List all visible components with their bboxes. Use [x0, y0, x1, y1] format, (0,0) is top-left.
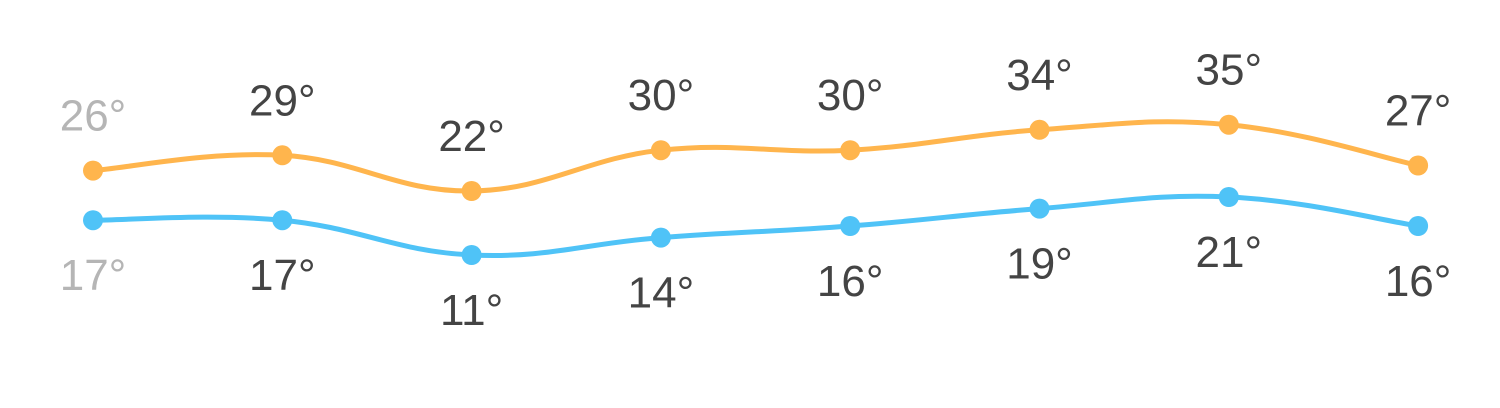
low-temperature-line — [90, 193, 1421, 258]
low-temperature-point — [461, 245, 482, 265]
high-temperature-series: 26° 29° 22° 30° 30° 34° 35° 27° — [60, 46, 1452, 201]
low-temperature-label: 21° — [1196, 228, 1263, 277]
low-temperature-series: 17° 17° 11° 14° 16° 19° 21° 16° — [60, 187, 1452, 335]
low-temperature-point — [650, 227, 671, 248]
high-temperature-point — [461, 181, 482, 201]
low-temperature-point — [1218, 187, 1239, 207]
high-temperature-label: 30° — [817, 71, 884, 120]
high-temperature-label: 35° — [1196, 46, 1263, 95]
low-temperature-point — [1408, 216, 1429, 236]
high-temperature-point — [83, 160, 103, 181]
high-temperature-label: 26° — [60, 92, 127, 141]
high-temperature-label: 29° — [249, 76, 316, 125]
low-temperature-label: 19° — [1006, 240, 1073, 289]
low-temperature-point — [272, 210, 293, 231]
low-temperature-point — [840, 216, 861, 236]
low-temperature-label: 16° — [1385, 257, 1452, 306]
low-temperature-label: 17° — [249, 251, 316, 300]
high-temperature-label: 34° — [1006, 51, 1073, 100]
low-temperature-label: 14° — [628, 269, 695, 318]
high-temperature-label: 30° — [628, 71, 695, 120]
low-temperature-label: 16° — [817, 257, 884, 306]
high-temperature-point — [272, 145, 293, 166]
high-temperature-label: 22° — [438, 112, 505, 161]
low-temperature-point — [83, 210, 103, 231]
high-temperature-line — [90, 119, 1421, 194]
high-temperature-point — [1218, 114, 1239, 135]
high-temperature-point — [1408, 155, 1429, 176]
high-temperature-label: 27° — [1385, 87, 1452, 136]
high-temperature-point — [1029, 119, 1050, 140]
high-temperature-point — [650, 140, 671, 161]
low-temperature-label: 17° — [60, 251, 127, 300]
low-temperature-label: 11° — [440, 286, 503, 335]
high-temperature-point — [840, 140, 861, 161]
low-temperature-point — [1029, 198, 1050, 219]
